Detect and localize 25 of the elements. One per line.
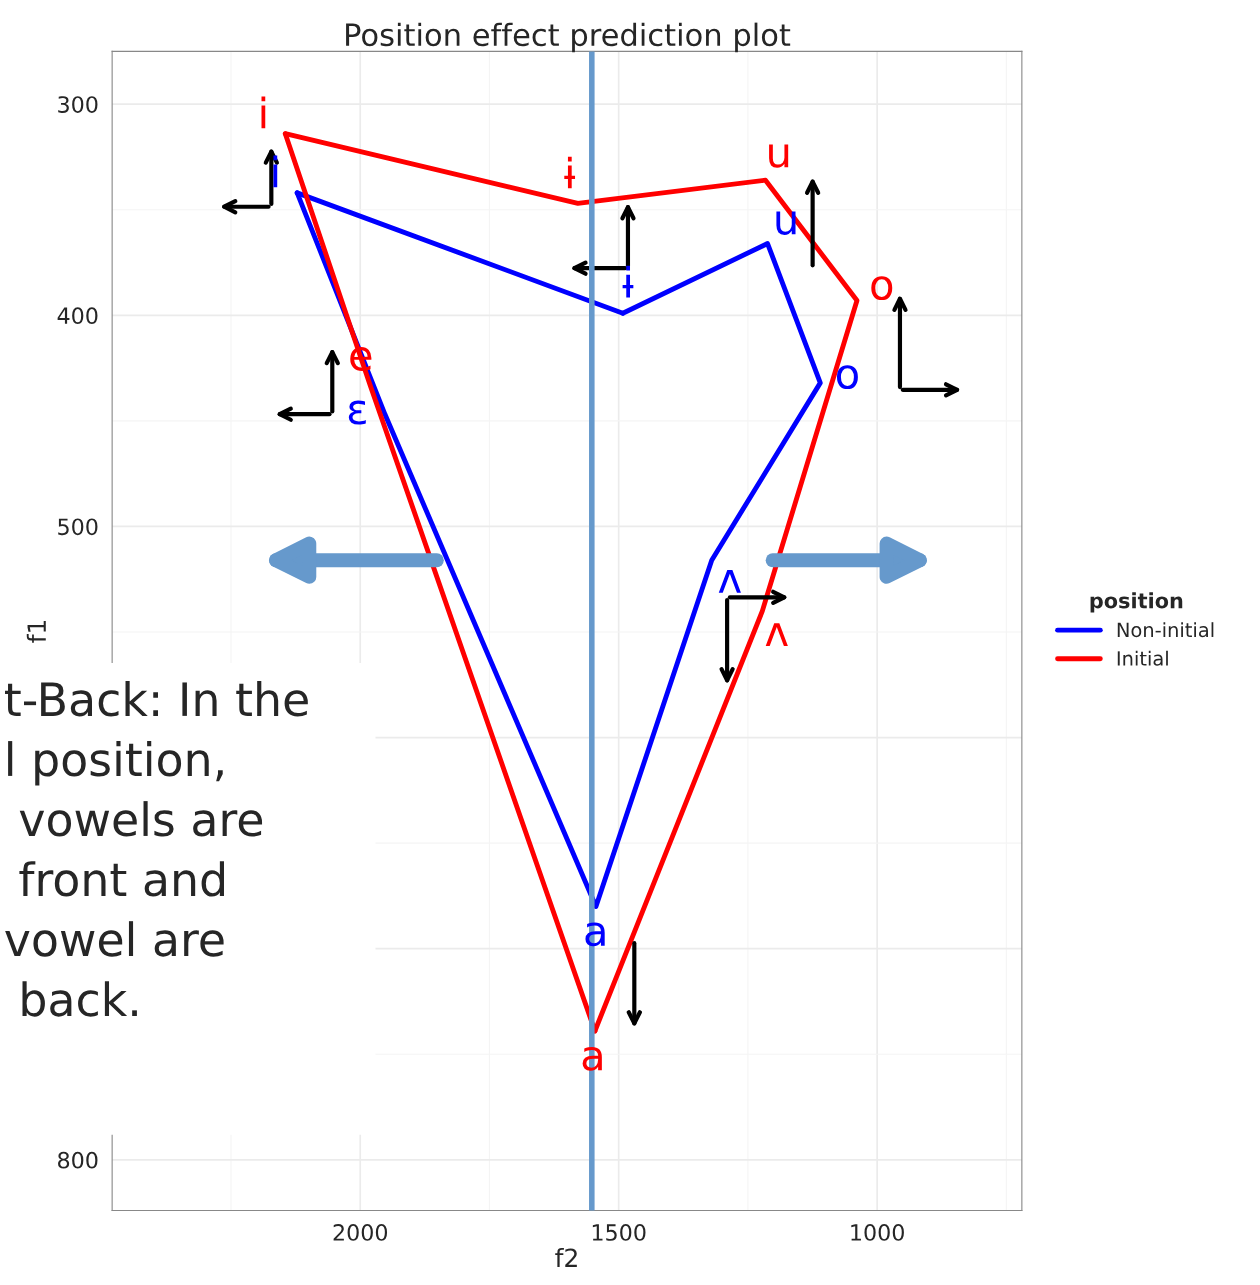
annotation: i (261, 96, 266, 129)
annotation: ɨ (564, 156, 576, 189)
y-tick-label: 300 (58, 96, 98, 113)
annotation: o (836, 365, 858, 390)
y-tick-label: 800 (58, 1151, 98, 1169)
y-axis-title: f1 (26, 620, 46, 643)
y-tick-label: 400 (57, 307, 98, 325)
legend-label: Non-initial (1117, 622, 1214, 638)
annotation: u (769, 143, 789, 168)
annotation: t-Back: In the l position, vowels are front and vowel are back. (5, 681, 308, 1017)
annotation: ʌ (718, 569, 741, 593)
annotation: i (273, 155, 278, 188)
annotation: ɛ (348, 400, 366, 425)
legend-label: Initial (1117, 650, 1168, 666)
annotation: o (871, 276, 893, 301)
annotation: u (776, 210, 796, 235)
y-tick-label: 500 (58, 518, 98, 536)
x-axis-title: f2 (555, 1247, 577, 1267)
x-tick-label: 2000 (333, 1224, 388, 1241)
legend-title: position (1090, 592, 1183, 613)
chart-title: Position effect prediction plot (346, 22, 791, 53)
x-tick-label: 1500 (592, 1224, 646, 1241)
annotation: ʌ (765, 623, 788, 647)
annotation: ɨ (622, 265, 634, 298)
x-tick-label: 1000 (851, 1224, 904, 1241)
